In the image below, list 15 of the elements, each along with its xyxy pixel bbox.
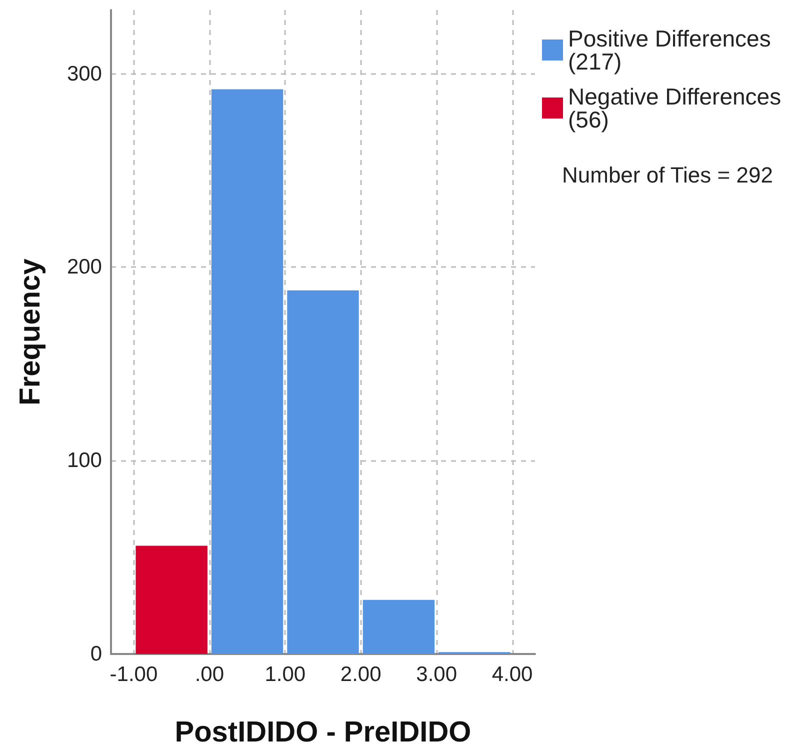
- y-tick-label: 0: [90, 642, 102, 666]
- y-axis-title: Frequency: [14, 258, 46, 406]
- x-tick-label: -1.00: [110, 663, 158, 686]
- x-tick-label: 4.00: [492, 663, 533, 686]
- y-tick-label: 200: [66, 256, 102, 279]
- x-tick-label: 2.00: [340, 663, 382, 686]
- text: Number of Ties = 292: [562, 162, 773, 188]
- x-tick-label: 1.00: [264, 663, 306, 686]
- legend-label: Positive Differences (217): [568, 26, 778, 74]
- y-tick-label: 300: [66, 62, 102, 86]
- x-tick-label: 3.00: [416, 663, 458, 686]
- legend-label: Negative Differences (56): [568, 84, 788, 132]
- x-axis-title: PostIDIDO - PreIDIDO: [174, 716, 472, 748]
- x-tick-label: .00: [194, 663, 224, 686]
- y-tick-label: 100: [66, 449, 102, 472]
